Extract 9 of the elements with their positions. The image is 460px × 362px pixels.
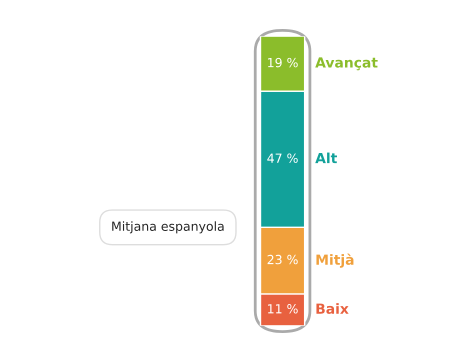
series-label: Avançat (315, 57, 378, 70)
text: Mitjana espanyola (112, 221, 224, 234)
data-label: 11 % (268, 304, 298, 314)
series-label: Alt (315, 152, 337, 164)
data-label: 23 % (268, 254, 298, 264)
data-label: 47 % (267, 153, 298, 163)
series-label: Baix (316, 303, 349, 314)
series-label: Mitjà (316, 254, 354, 268)
data-label: 19 % (268, 58, 298, 68)
